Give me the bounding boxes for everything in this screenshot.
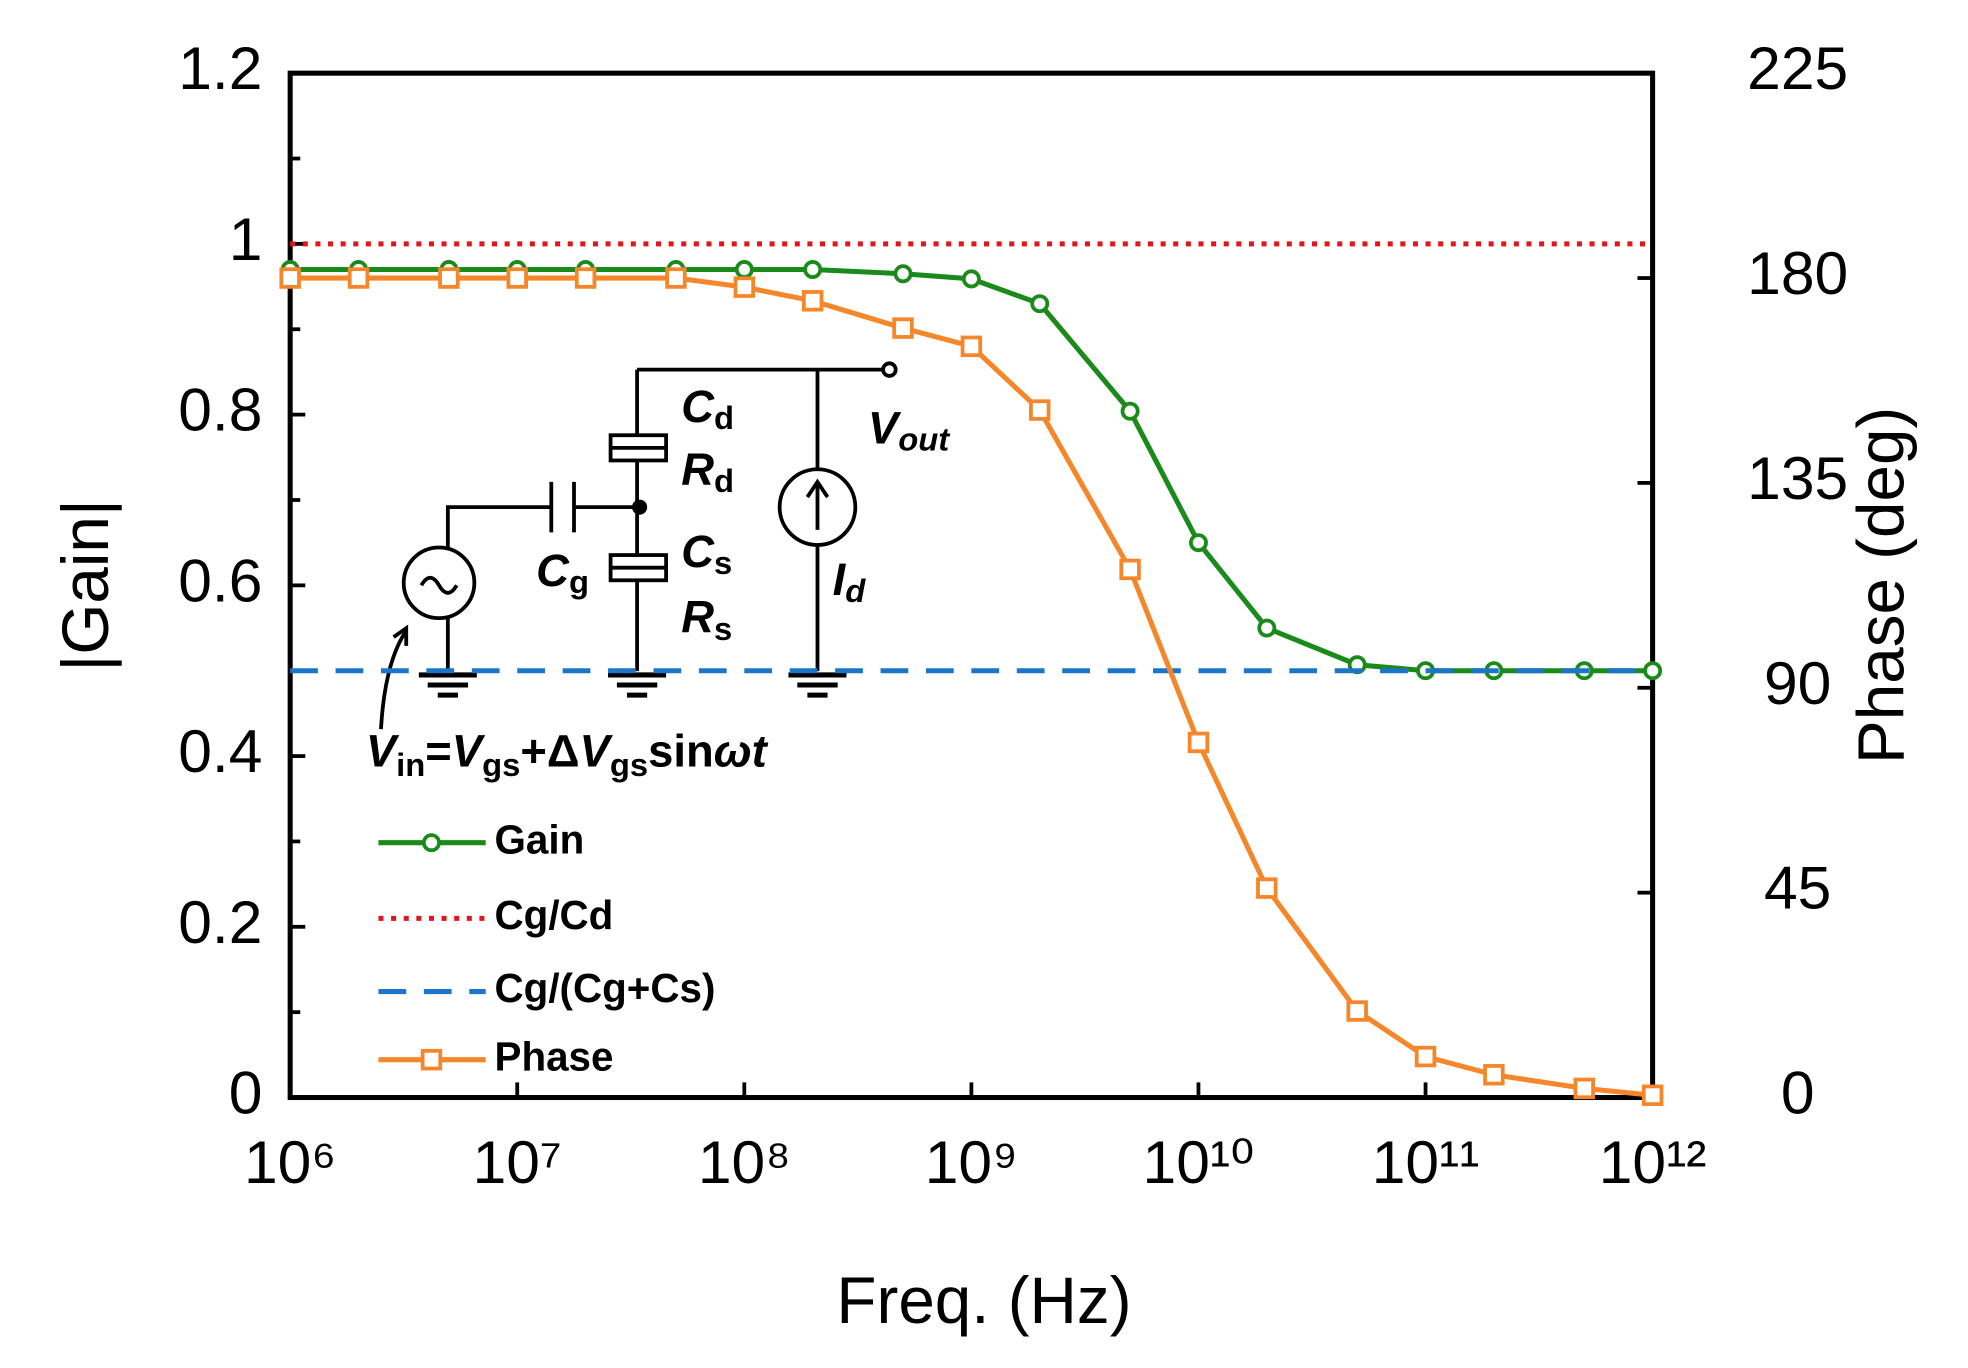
terminal [881,361,898,378]
marker [892,317,914,339]
marker [733,276,756,298]
marker [347,267,370,289]
marker [665,267,687,289]
marker [1641,1084,1664,1106]
ground [418,672,847,698]
marker [1188,533,1208,553]
y-tick-label: 0.6 [178,546,262,614]
marker [1414,1045,1437,1068]
label-cs: Cs [681,526,732,581]
y2-tick-label: 0 [1781,1059,1815,1127]
x-tick-label: 10⁹ [925,1128,1018,1196]
marker [803,260,823,279]
y-tick-label: 0.8 [178,376,262,444]
legend-label: Cg/Cd [495,892,614,938]
y-tick-label: 0 [229,1059,263,1127]
marker [438,267,460,289]
marker [1120,401,1140,421]
y2-tick-label: 45 [1764,854,1831,922]
label-cd: Cd [681,381,734,436]
series-line [290,266,1653,674]
y-axis-label: |Gain| [49,499,122,672]
x-tick-label: 10¹¹ [1372,1128,1480,1196]
marker [574,267,597,289]
x-axis-label: Freq. (Hz) [836,1264,1131,1337]
y2-tick-label: 135 [1747,444,1848,512]
node [632,499,648,515]
x-tick-label: 10¹⁰ [1143,1128,1255,1196]
label-id: Id [833,554,867,609]
marker [961,269,981,289]
marker [1030,294,1050,314]
marker [1483,1064,1505,1086]
y-tick-label: 1.2 [178,34,262,102]
legend-marker [421,833,441,853]
y2-axis-label: Phase (deg) [1844,407,1917,764]
marker [279,267,301,289]
marker [1119,558,1141,581]
x-tick-label: 10⁷ [473,1128,562,1196]
x-tick-label: 10⁶ [244,1128,336,1196]
marker [1029,399,1051,421]
marker [1256,877,1278,899]
current-arrow [805,478,830,530]
legend-marker [420,1048,443,1071]
marker [1573,1077,1595,1100]
marker [1643,661,1663,681]
y2-tick-label: 90 [1764,649,1831,717]
circuit-inset: Cd Rd Cs Rs Cg Vout Id Vin=Vgs+ΔVgssinωt [366,361,951,783]
marker [734,260,754,279]
y-tick-label: 0.2 [178,888,262,956]
x-tick-label: 10¹² [1599,1128,1707,1196]
y2-tick-label: 225 [1747,34,1848,102]
legend-label: Cg/(Cg+Cs) [495,965,716,1011]
marker [893,264,913,284]
legend-label: Phase [495,1033,614,1079]
sine-symbol [419,575,459,595]
marker [960,335,983,358]
label-rd: Rd [681,444,734,499]
y2-tick-label: 180 [1747,239,1848,307]
x-tick-label: 10⁸ [698,1128,791,1196]
marker [1257,618,1277,638]
plot-frame [287,70,1656,1101]
marker [1346,1000,1368,1022]
label-vout: Vout [868,402,951,457]
marker [506,267,528,289]
legend-label: Gain [495,816,585,862]
marker [1187,731,1210,754]
pointer-arrow [379,624,409,730]
marker [801,290,824,312]
label-rs: Rs [681,592,732,647]
label-cg: Cg [536,545,589,600]
y-tick-label: 0.4 [178,717,262,785]
y-tick-label: 1 [229,205,263,273]
label-vin: Vin=Vgs+ΔVgssinωt [366,725,769,782]
